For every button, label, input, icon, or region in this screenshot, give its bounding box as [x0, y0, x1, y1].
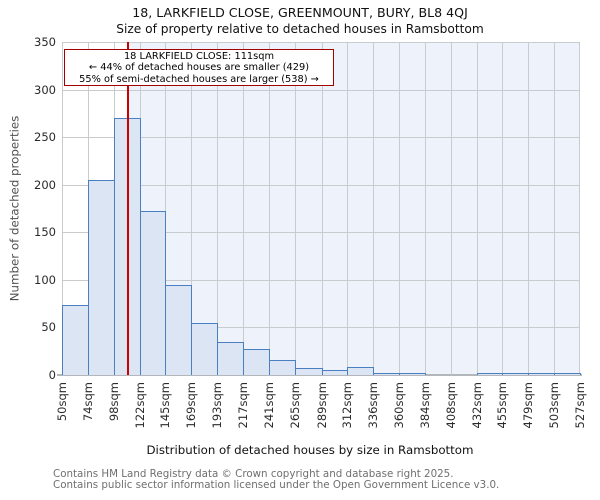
histogram-bar [346, 367, 374, 375]
histogram-bar [62, 304, 90, 375]
y-gridline [62, 279, 580, 281]
x-axis-line [57, 374, 582, 376]
x-gridline [501, 42, 503, 375]
y-tick-label: 300 [34, 82, 56, 97]
y-gridline [62, 184, 580, 186]
x-tick-label: 193sqm [210, 382, 225, 429]
y-gridline [62, 232, 580, 234]
x-gridline [269, 42, 271, 375]
x-tick-label: 98sqm [107, 382, 122, 422]
x-tick-label: 217sqm [236, 382, 251, 429]
x-gridline [527, 42, 529, 375]
x-gridline [398, 42, 400, 375]
x-tick-label: 455sqm [494, 382, 509, 429]
y-tick-label: 250 [34, 130, 56, 145]
histogram-bar [372, 373, 400, 375]
y-gridline [62, 137, 580, 139]
histogram-bar [321, 370, 348, 375]
x-gridline [321, 42, 323, 375]
annotation-line-2: ← 44% of detached houses are smaller (42… [88, 62, 310, 74]
larger-properties-shade [128, 42, 580, 375]
histogram-bar [88, 179, 116, 375]
x-gridline [217, 42, 219, 375]
histogram-bar [165, 284, 193, 375]
x-tick-label: 289sqm [314, 382, 329, 429]
x-gridline [476, 42, 478, 375]
chart-title: 18, LARKFIELD CLOSE, GREENMOUNT, BURY, B… [132, 5, 468, 20]
histogram-bar [398, 373, 426, 375]
x-gridline [62, 42, 63, 375]
annotation-box: 18 LARKFIELD CLOSE: 111sqm ← 44% of deta… [64, 49, 334, 86]
x-tick-label: 169sqm [184, 382, 199, 429]
annotation-line-1: 18 LARKFIELD CLOSE: 111sqm [123, 51, 275, 62]
x-gridline [450, 42, 452, 375]
x-tick-label: 408sqm [443, 382, 458, 429]
x-axis-title: Distribution of detached houses by size … [146, 443, 474, 457]
histogram-bar [269, 359, 297, 375]
plot-area: 18 LARKFIELD CLOSE: 111sqm ← 44% of deta… [62, 42, 581, 375]
y-gridline [62, 89, 580, 91]
y-tick-label: 0 [48, 368, 56, 382]
x-tick-label: 74sqm [81, 382, 96, 422]
y-tick-label: 350 [34, 35, 56, 49]
histogram-bar [295, 368, 323, 375]
y-axis-title: Number of detached properties [7, 115, 22, 302]
histogram-bar [191, 322, 219, 375]
x-tick-label: 122sqm [133, 382, 148, 429]
histogram-bar [140, 211, 167, 375]
property-size-line [127, 42, 130, 375]
x-tick-label: 145sqm [158, 382, 173, 429]
x-gridline [243, 42, 245, 375]
y-gridline [62, 327, 580, 329]
y-gridline [62, 42, 580, 43]
x-gridline [346, 42, 348, 375]
histogram-bar [476, 373, 503, 375]
x-tick-label: 384sqm [417, 382, 432, 429]
x-gridline [295, 42, 297, 375]
x-tick-label: 50sqm [55, 382, 69, 422]
x-tick-label: 360sqm [391, 382, 406, 429]
y-tick-label: 150 [34, 225, 56, 240]
x-tick-label: 479sqm [520, 382, 535, 429]
histogram-bar [501, 373, 529, 375]
x-tick-label: 527sqm [573, 382, 587, 429]
histogram-bar [527, 373, 555, 375]
x-gridline [424, 42, 426, 375]
histogram-bar [553, 373, 581, 375]
footer-attribution-1: Contains HM Land Registry data © Crown c… [53, 468, 454, 480]
x-gridline [553, 42, 555, 375]
footer-attribution-2: Contains public sector information licen… [53, 479, 500, 491]
histogram-bar [217, 341, 245, 375]
x-tick-label: 432sqm [469, 382, 484, 429]
histogram-bar [243, 349, 271, 375]
y-tick-label: 200 [34, 177, 56, 192]
x-gridline [579, 42, 580, 375]
annotation-line-3: 55% of semi-detached houses are larger (… [79, 73, 319, 85]
x-tick-label: 265sqm [288, 382, 303, 429]
x-tick-label: 312sqm [339, 382, 354, 429]
y-tick-label: 100 [34, 272, 56, 287]
x-gridline [165, 42, 167, 375]
x-tick-label: 241sqm [262, 382, 277, 429]
chart-subtitle: Size of property relative to detached ho… [116, 22, 484, 36]
x-tick-label: 503sqm [546, 382, 561, 429]
x-tick-label: 336sqm [365, 382, 380, 429]
x-gridline [191, 42, 193, 375]
y-tick-label: 50 [41, 320, 56, 335]
x-gridline [372, 42, 374, 375]
